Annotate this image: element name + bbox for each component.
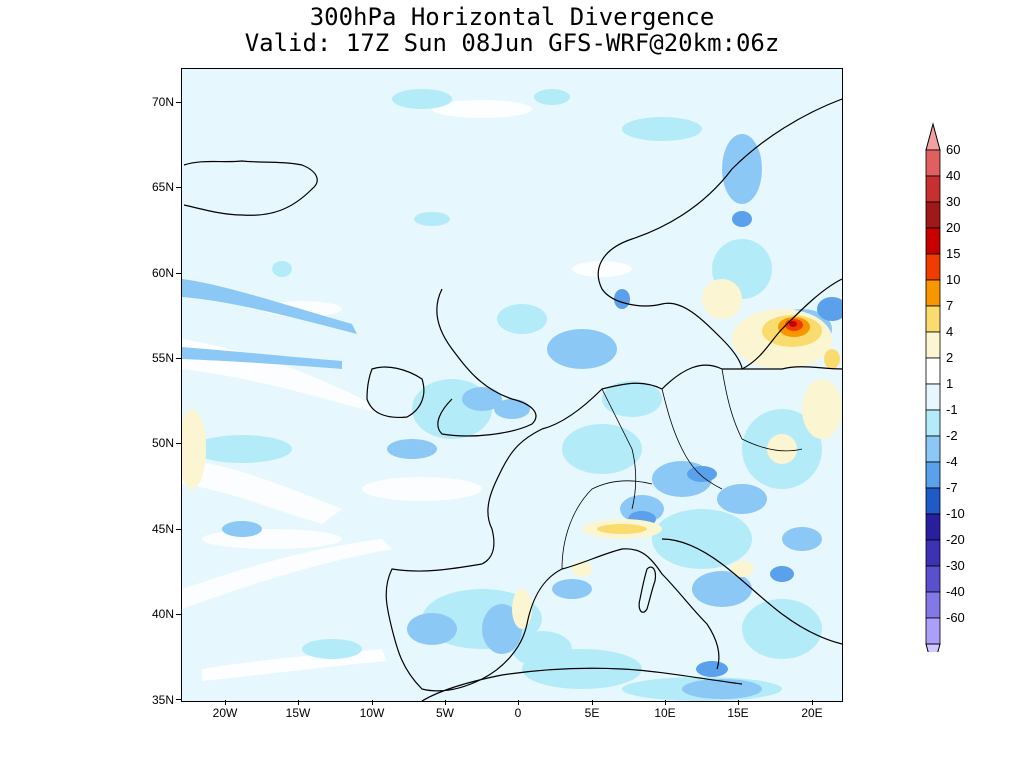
- lat-tick-mark: [176, 187, 181, 188]
- colorbar-label: 1: [946, 376, 954, 391]
- colorbar-label: -2: [946, 428, 958, 443]
- colorbar-swatch: [925, 591, 941, 619]
- colorbar-swatch: [925, 539, 941, 567]
- colorbar-swatch: [925, 487, 941, 515]
- lon-tick-mark: [298, 700, 299, 705]
- lon-tick-label: 10E: [654, 706, 676, 720]
- colorbar-label: 10: [946, 272, 961, 287]
- colorbar-label: 2: [946, 350, 954, 365]
- lat-tick-label: 50N: [151, 436, 174, 450]
- lon-tick-label: 0: [514, 706, 522, 720]
- lat-tick-label: 40N: [151, 607, 174, 621]
- colorbar-swatch: [925, 617, 941, 645]
- colorbar-swatch: [925, 175, 941, 203]
- lon-tick-label: 5W: [436, 706, 454, 720]
- lon-tick-label: 10W: [359, 706, 385, 720]
- colorbar-label: 30: [946, 194, 961, 209]
- colorbar-arrow-bottom: [925, 643, 941, 652]
- colorbar-swatch: [925, 331, 941, 359]
- lon-tick-mark: [665, 700, 666, 705]
- colorbar-swatch: [925, 435, 941, 463]
- colorbar-label: -10: [946, 506, 965, 521]
- lon-tick-mark: [225, 700, 226, 705]
- colorbar-label: -4: [946, 454, 958, 469]
- chart-title-line2: Valid: 17Z Sun 08Jun GFS-WRF@20km:06z: [244, 29, 780, 57]
- colorbar-label: -40: [946, 584, 965, 599]
- lat-tick-mark: [176, 699, 181, 700]
- colorbar-arrow-top: [925, 122, 941, 151]
- colorbar-swatch: [925, 409, 941, 437]
- colorbar-swatch: [925, 565, 941, 593]
- map-plot-area: [181, 68, 843, 702]
- lat-tick-mark: [176, 273, 181, 274]
- lon-tick-mark: [518, 700, 519, 705]
- colorbar-swatch: [925, 227, 941, 255]
- colorbar-swatch: [925, 149, 941, 177]
- lon-tick-label: 20E: [801, 706, 823, 720]
- lat-tick-mark: [176, 529, 181, 530]
- colorbar-label: -60: [946, 610, 965, 625]
- lon-tick-mark: [592, 700, 593, 705]
- chart-title-line1: 300hPa Horizontal Divergence: [309, 3, 715, 31]
- colorbar-label: 40: [946, 168, 961, 183]
- colorbar-swatch: [925, 461, 941, 489]
- colorbar-swatch: [925, 357, 941, 385]
- colorbar-label: 20: [946, 220, 961, 235]
- lon-tick-label: 15E: [727, 706, 749, 720]
- lon-tick-mark: [445, 700, 446, 705]
- lat-tick-label: 55N: [151, 351, 174, 365]
- colorbar-swatch: [925, 253, 941, 281]
- colorbar-swatch: [925, 279, 941, 307]
- lon-tick-mark: [812, 700, 813, 705]
- colorbar: [925, 122, 941, 652]
- colorbar-label: 7: [946, 298, 954, 313]
- lat-tick-label: 65N: [151, 180, 174, 194]
- lon-tick-label: 5E: [584, 706, 600, 720]
- colorbar-label: 15: [946, 246, 961, 261]
- lat-tick-label: 45N: [151, 522, 174, 536]
- lat-tick-mark: [176, 443, 181, 444]
- lat-tick-label: 70N: [151, 95, 174, 109]
- colorbar-label: 60: [946, 142, 961, 157]
- lon-tick-mark: [372, 700, 373, 705]
- lat-tick-mark: [176, 358, 181, 359]
- lat-tick-mark: [176, 614, 181, 615]
- lat-tick-label: 35N: [151, 693, 174, 707]
- lon-tick-mark: [738, 700, 739, 705]
- colorbar-label: -7: [946, 480, 958, 495]
- colorbar-label: -20: [946, 532, 965, 547]
- lon-tick-label: 15W: [285, 706, 311, 720]
- colorbar-label: -1: [946, 402, 958, 417]
- colorbar-swatch: [925, 305, 941, 333]
- colorbar-label: 4: [946, 324, 954, 339]
- colorbar-label: -30: [946, 558, 965, 573]
- lat-tick-mark: [176, 102, 181, 103]
- lat-tick-label: 60N: [151, 266, 174, 280]
- divergence-map: [182, 69, 842, 701]
- colorbar-swatch: [925, 201, 941, 229]
- colorbar-swatch: [925, 513, 941, 541]
- lon-tick-label: 20W: [212, 706, 238, 720]
- colorbar-swatch: [925, 383, 941, 411]
